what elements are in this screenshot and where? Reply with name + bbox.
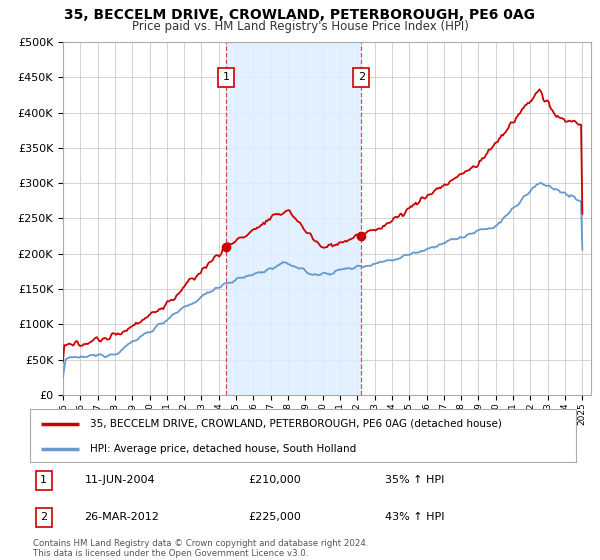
Text: 26-MAR-2012: 26-MAR-2012	[85, 512, 160, 522]
Bar	[226, 42, 361, 395]
Text: 43% ↑ HPI: 43% ↑ HPI	[385, 512, 445, 522]
Text: 35% ↑ HPI: 35% ↑ HPI	[385, 475, 444, 485]
Text: HPI: Average price, detached house, South Holland: HPI: Average price, detached house, Sout…	[90, 444, 356, 454]
Text: 2: 2	[40, 512, 47, 522]
Text: 11-JUN-2004: 11-JUN-2004	[85, 475, 155, 485]
Text: 35, BECCELM DRIVE, CROWLAND, PETERBOROUGH, PE6 0AG: 35, BECCELM DRIVE, CROWLAND, PETERBOROUG…	[65, 8, 536, 22]
Text: Price paid vs. HM Land Registry's House Price Index (HPI): Price paid vs. HM Land Registry's House …	[131, 20, 469, 32]
Text: £210,000: £210,000	[248, 475, 301, 485]
Text: 1: 1	[40, 475, 47, 485]
Text: Contains HM Land Registry data © Crown copyright and database right 2024.
This d: Contains HM Land Registry data © Crown c…	[33, 539, 368, 558]
Text: £225,000: £225,000	[248, 512, 301, 522]
Text: 1: 1	[223, 72, 230, 82]
Text: 2: 2	[358, 72, 365, 82]
Text: 35, BECCELM DRIVE, CROWLAND, PETERBOROUGH, PE6 0AG (detached house): 35, BECCELM DRIVE, CROWLAND, PETERBOROUG…	[90, 419, 502, 429]
